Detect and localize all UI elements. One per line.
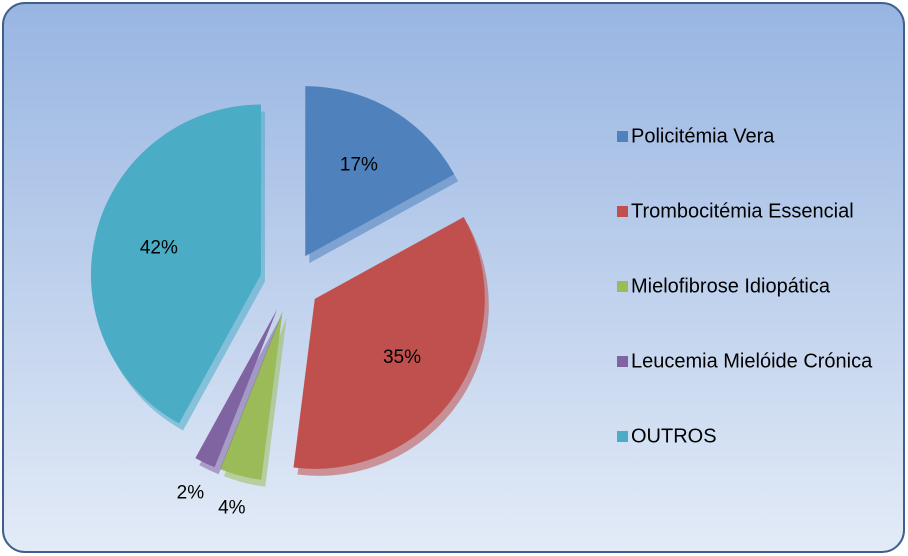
data-label: 42% xyxy=(140,237,178,258)
legend-swatch xyxy=(617,281,628,292)
slice xyxy=(195,309,278,468)
slice xyxy=(219,311,283,480)
legend-label: Policitémia Vera xyxy=(631,125,775,147)
data-label: 35% xyxy=(383,347,421,368)
slice xyxy=(305,86,455,257)
legend-swatch xyxy=(617,431,628,442)
legend-label: OUTROS xyxy=(631,425,717,447)
data-label: 17% xyxy=(340,154,378,175)
legend-swatch xyxy=(617,206,628,217)
legend-label: Leucemia Mielóide Crónica xyxy=(631,350,873,372)
data-label: 2% xyxy=(177,483,205,504)
slice xyxy=(293,216,485,469)
legend-swatch xyxy=(617,356,628,367)
slice xyxy=(90,104,261,424)
legend-label: Trombocitémia Essencial xyxy=(631,200,854,222)
data-label: 4% xyxy=(218,498,246,519)
legend-swatch xyxy=(617,131,628,142)
legend-label: Mielofibrose Idiopática xyxy=(631,275,831,297)
